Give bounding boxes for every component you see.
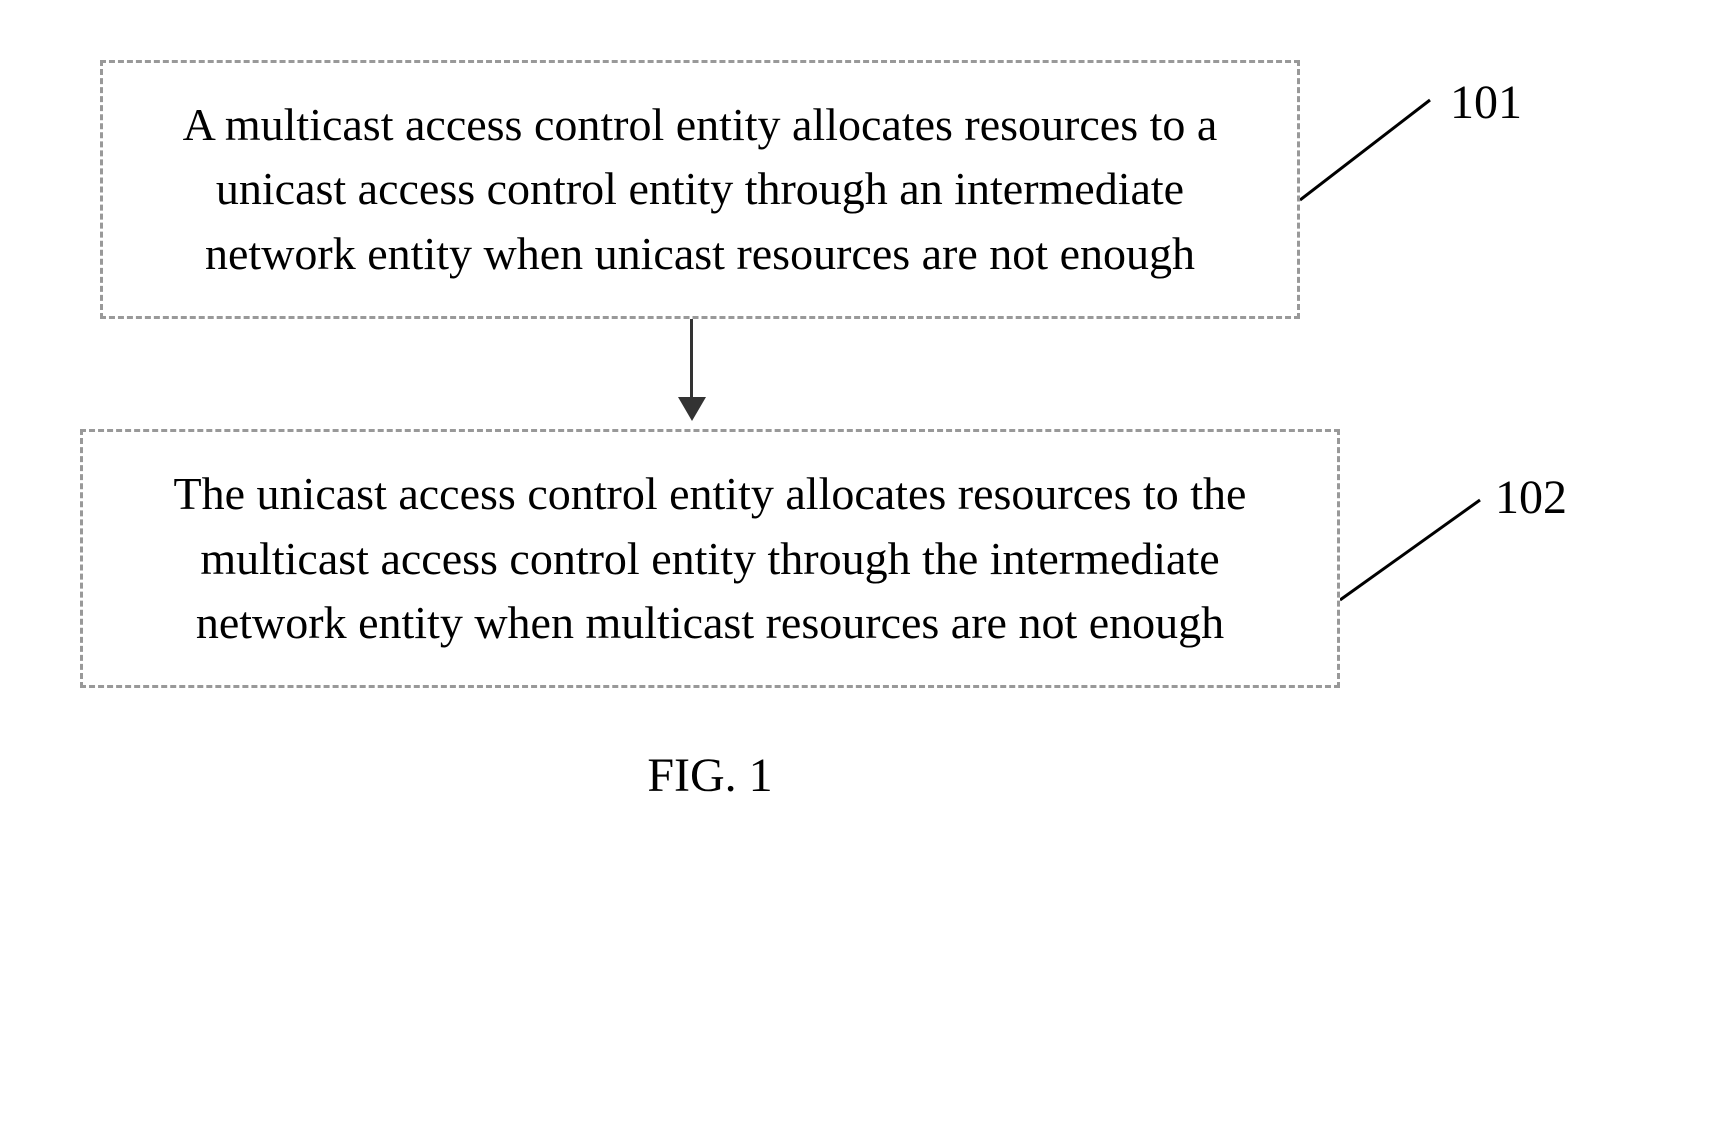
box-2-label: 102	[1495, 470, 1567, 525]
label-1-connector	[1300, 90, 1460, 220]
label-2-connector	[1340, 490, 1510, 620]
figure-label: FIG. 1	[80, 748, 1340, 803]
box-1-label: 101	[1450, 75, 1522, 130]
arrow-head	[678, 397, 706, 421]
box-2-text: The unicast access control entity alloca…	[123, 462, 1297, 655]
arrow-line	[690, 319, 693, 404]
box-1-text: A multicast access control entity alloca…	[143, 93, 1257, 286]
flowchart-box-2: The unicast access control entity alloca…	[80, 429, 1340, 688]
flowchart-container: A multicast access control entity alloca…	[80, 60, 1640, 803]
arrow-connector	[80, 319, 1340, 429]
flowchart-box-1: A multicast access control entity alloca…	[100, 60, 1300, 319]
